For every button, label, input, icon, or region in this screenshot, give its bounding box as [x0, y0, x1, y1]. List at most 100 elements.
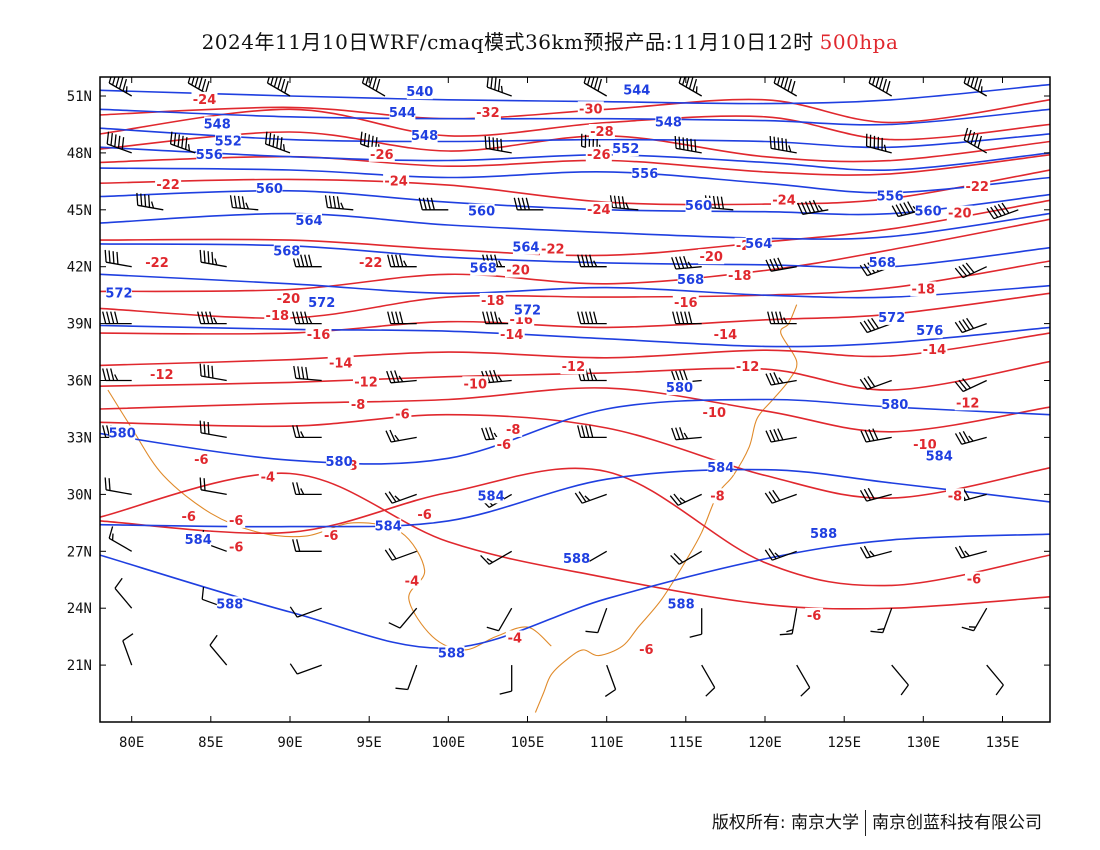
wind-barb: [954, 430, 987, 445]
height-label: 552: [215, 135, 242, 150]
height-label-bg: [623, 82, 650, 98]
plot-frame: [99, 76, 1051, 723]
temperature-label-bg: [305, 327, 332, 342]
height-label-bg: [296, 213, 322, 229]
height-label: 568: [677, 273, 704, 288]
wind-barb: [264, 131, 291, 154]
height-label-bg: [877, 188, 904, 204]
height-label-bg: [677, 272, 704, 287]
temperature-label-bg: [672, 294, 699, 310]
wind-barb: [199, 249, 227, 268]
wind-barb: [106, 131, 132, 154]
wind-barb: [418, 197, 449, 211]
height-label-bg: [612, 141, 639, 157]
temperature-label: -4: [261, 470, 275, 485]
temperature-label-bg: [539, 241, 566, 257]
temperature-label-bg: [505, 262, 531, 278]
wind-barb: [292, 482, 322, 496]
temperature-label: -6: [181, 510, 195, 525]
height-label: 588: [668, 597, 695, 612]
wind-barb: [765, 428, 797, 443]
temperature-label: -22: [965, 180, 989, 195]
temperature-label-bg: [708, 488, 727, 504]
temperature-label: -12: [562, 360, 586, 375]
wind-barb: [266, 77, 291, 97]
wind-barb: [859, 376, 892, 391]
height-label: 584: [375, 520, 402, 535]
temperature-label: -32: [476, 106, 500, 121]
temperature-label-bg: [264, 308, 291, 323]
wind-barb: [577, 311, 607, 325]
height-label-bg: [406, 84, 433, 100]
wind-barb: [199, 363, 227, 382]
contour-labels: -24-32 -30-28-26 -26-24-24-24-22-22 -22-22-…: [105, 82, 991, 662]
temperature-label: -6: [497, 438, 511, 453]
wind-barb: [577, 254, 607, 268]
height-contour: [100, 189, 1050, 216]
height-label: 564: [295, 214, 322, 229]
temperature-label-bg: [383, 173, 410, 189]
lon-label: 115E: [669, 735, 703, 751]
temperature-label-bg: [498, 327, 525, 342]
height-label: 572: [878, 311, 905, 326]
height-label: 568: [470, 262, 497, 277]
wind-barb: [577, 368, 607, 382]
wind-barb: [480, 550, 513, 565]
temperature-label: -20: [948, 207, 972, 222]
height-label-bg: [915, 203, 942, 219]
temperature-label-bg: [258, 469, 277, 485]
wind-barb: [796, 664, 811, 697]
temperature-label-bg: [946, 205, 973, 221]
lon-label: 80E: [119, 735, 144, 751]
wind-barb: [986, 202, 1019, 220]
height-contour: [100, 212, 1050, 240]
height-label-bg: [869, 254, 896, 270]
temperature-label-bg: [227, 512, 246, 528]
wind-barb: [678, 77, 703, 97]
temperature-label: -22: [145, 256, 169, 271]
wind-barb: [585, 607, 608, 634]
temperature-label: -28: [590, 125, 614, 140]
temperature-label-bg: [494, 437, 513, 452]
temperature-label: -18: [266, 309, 290, 324]
height-label-bg: [685, 198, 712, 213]
height-label: 568: [869, 256, 896, 271]
wind-barb: [169, 131, 196, 154]
wind-barb: [386, 370, 417, 384]
height-label-bg: [308, 294, 335, 310]
lat-label: 30N: [67, 487, 92, 503]
height-label: 584: [185, 533, 212, 548]
height-label: 552: [612, 142, 639, 157]
height-label: 576: [916, 324, 943, 339]
wind-barb: [289, 663, 322, 675]
temperature-label: -6: [395, 408, 409, 423]
wind-barb: [102, 368, 132, 382]
country-border: [107, 389, 552, 651]
temperature-label-bg: [954, 395, 981, 411]
height-label: 584: [478, 489, 505, 504]
height-label: 588: [563, 552, 590, 567]
footer-divider: [865, 810, 866, 836]
temperature-label: -6: [417, 508, 431, 523]
wind-barb: [484, 135, 512, 154]
wind-barb: [209, 634, 228, 666]
pressure-level: 500hpa: [819, 30, 899, 54]
temperature-label-bg: [964, 179, 991, 194]
lon-label: 135E: [986, 735, 1020, 751]
temperature-label: -12: [736, 360, 760, 375]
height-label: 556: [877, 190, 904, 205]
temperature-label: -14: [329, 357, 353, 372]
wind-barb: [361, 77, 386, 97]
temperature-label: -6: [807, 609, 821, 624]
height-contour: [100, 324, 1050, 348]
height-contour: [100, 533, 1050, 649]
wind-barb: [486, 607, 513, 632]
copyright-text: 版权所有: 南京大学: [711, 813, 859, 833]
wind-barb: [102, 311, 132, 325]
temperature-label-bg: [275, 291, 302, 306]
height-label-bg: [926, 448, 953, 464]
wind-barb: [292, 311, 322, 325]
lon-label: 110E: [590, 735, 624, 751]
wind-barb: [108, 77, 133, 97]
lon-label: 100E: [431, 735, 465, 751]
